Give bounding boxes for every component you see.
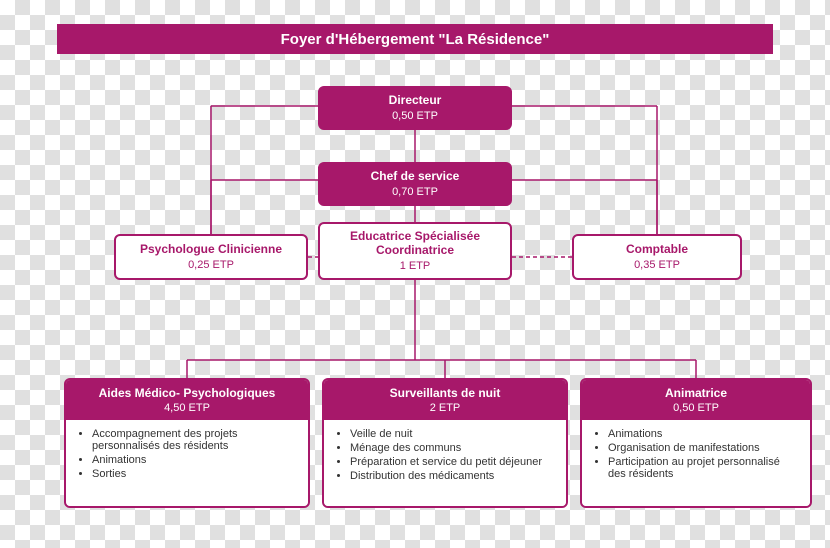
box-animatrice: Animatrice 0,50 ETP Animations Organisati… <box>580 378 812 508</box>
org-chart-canvas: Foyer d'Hébergement "La Résidence" Direc… <box>0 0 830 548</box>
node-chef-title: Chef de service <box>371 169 460 183</box>
box-anim-body: Animations Organisation de manifestations… <box>582 420 810 506</box>
box-amp-head: Aides Médico- Psychologiques 4,50 ETP <box>66 380 308 420</box>
box-amp-title: Aides Médico- Psychologiques <box>72 386 302 400</box>
node-comptable: Comptable 0,35 ETP <box>572 234 742 280</box>
list-item: Préparation et service du petit déjeuner <box>350 456 556 468</box>
box-anim-title: Animatrice <box>588 386 804 400</box>
box-amp-body: Accompagnement des projets personnalisés… <box>66 420 308 506</box>
node-psy-title: Psychologue Clinicienne <box>140 242 282 256</box>
box-surv-title: Surveillants de nuit <box>330 386 560 400</box>
box-anim-etp: 0,50 ETP <box>588 402 804 414</box>
list-item: Organisation de manifestations <box>608 442 800 454</box>
box-amp-etp: 4,50 ETP <box>72 402 302 414</box>
node-directeur-title: Directeur <box>389 93 442 107</box>
list-item: Veille de nuit <box>350 428 556 440</box>
node-compt-etp: 0,35 ETP <box>634 259 680 272</box>
list-item: Participation au projet personnalisé des… <box>608 456 800 480</box>
node-compt-title: Comptable <box>626 242 688 256</box>
node-psychologue: Psychologue Clinicienne 0,25 ETP <box>114 234 308 280</box>
chart-title-text: Foyer d'Hébergement "La Résidence" <box>281 31 550 48</box>
list-item: Ménage des communs <box>350 442 556 454</box>
node-chef-de-service: Chef de service 0,70 ETP <box>318 162 512 206</box>
chart-title: Foyer d'Hébergement "La Résidence" <box>57 24 773 54</box>
box-surv-body: Veille de nuit Ménage des communs Préparat… <box>324 420 566 506</box>
node-directeur-etp: 0,50 ETP <box>392 110 438 123</box>
box-surv-list: Veille de nuit Ménage des communs Préparat… <box>334 428 556 482</box>
box-surv-head: Surveillants de nuit 2 ETP <box>324 380 566 420</box>
node-educatrice: Educatrice Spécialisée Coordinatrice 1 E… <box>318 222 512 280</box>
list-item: Accompagnement des projets personnalisés… <box>92 428 298 452</box>
box-surveillants: Surveillants de nuit 2 ETP Veille de nui… <box>322 378 568 508</box>
node-educ-etp: 1 ETP <box>400 260 431 273</box>
node-psy-etp: 0,25 ETP <box>188 259 234 272</box>
box-amp-list: Accompagnement des projets personnalisés… <box>76 428 298 480</box>
list-item: Animations <box>608 428 800 440</box>
list-item: Sorties <box>92 468 298 480</box>
node-educ-title: Educatrice Spécialisée Coordinatrice <box>326 229 504 258</box>
box-anim-head: Animatrice 0,50 ETP <box>582 380 810 420</box>
box-aides-medico-psy: Aides Médico- Psychologiques 4,50 ETP Ac… <box>64 378 310 508</box>
list-item: Animations <box>92 454 298 466</box>
box-surv-etp: 2 ETP <box>330 402 560 414</box>
node-chef-etp: 0,70 ETP <box>392 186 438 199</box>
box-anim-list: Animations Organisation de manifestations… <box>592 428 800 480</box>
node-directeur: Directeur 0,50 ETP <box>318 86 512 130</box>
list-item: Distribution des médicaments <box>350 470 556 482</box>
